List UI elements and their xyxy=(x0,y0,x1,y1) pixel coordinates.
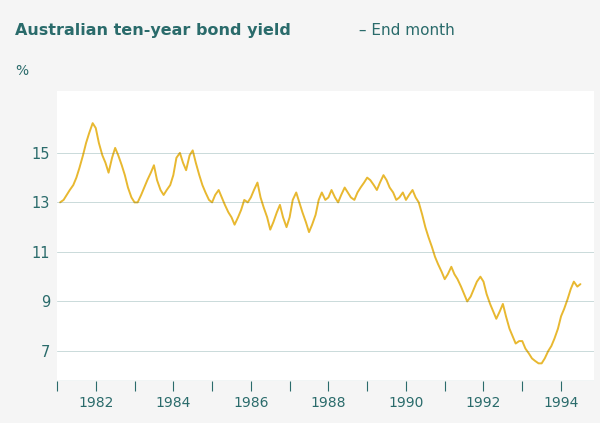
Text: %: % xyxy=(15,64,28,78)
Text: – End month: – End month xyxy=(354,23,455,38)
Text: Australian ten-year bond yield: Australian ten-year bond yield xyxy=(15,23,291,38)
